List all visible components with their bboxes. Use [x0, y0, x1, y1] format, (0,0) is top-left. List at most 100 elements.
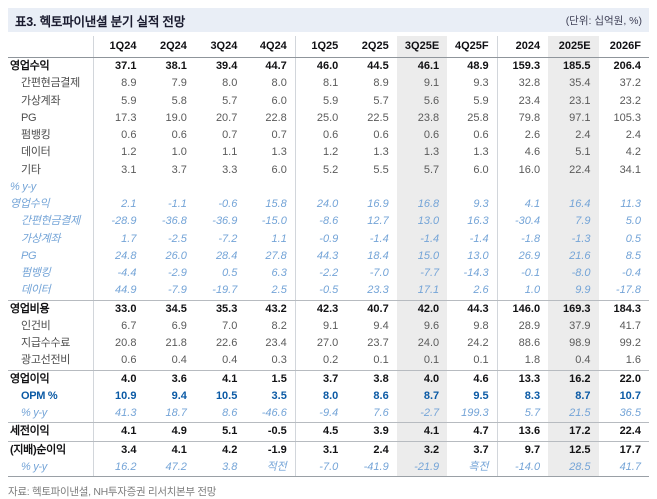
cell: -8.0 [548, 265, 599, 283]
column-header: 1Q24 [109, 40, 137, 52]
cell: 11.3 [620, 198, 641, 211]
cell: -36.8 [161, 215, 187, 228]
row-label: PG [8, 247, 94, 265]
cell: 5.0 [625, 215, 641, 228]
cell: 0.1 [447, 352, 498, 370]
cell: 37.9 [548, 317, 599, 335]
cell: 5.9 [121, 94, 137, 107]
cell: 0.4 [171, 354, 187, 367]
cell: 12.7 [367, 215, 389, 228]
table-row: 간편현금결제 -28.9 -36.8 -36.9 -15.0 -8.6 12.7 13.0 16… [8, 213, 649, 231]
cell: -0.9 [319, 232, 339, 245]
cell: 79.8 [518, 111, 541, 124]
row-label: 데이터 [8, 282, 94, 300]
row-label: % y-y [8, 178, 94, 196]
cell: 18.4 [367, 249, 389, 262]
cell: 2.6 [447, 282, 498, 300]
cell: 88.6 [518, 337, 541, 350]
cell: 44.5 [367, 60, 389, 73]
table-row: 데이터 1.2 1.0 1.1 1.3 1.2 1.3 1.3 1.3 4.6 5.1 4.2 [8, 144, 649, 162]
cell: 24.2 [447, 335, 498, 353]
row-label: 간편현금결제 [8, 75, 94, 93]
cell: 1.2 [322, 146, 339, 159]
cell: 3.3 [222, 163, 238, 176]
cell: 4.0 [121, 372, 137, 385]
cell: 1.3 [447, 144, 498, 162]
table-row: 영업수익 2.1 -1.1 -0.6 15.8 24.0 16.9 16.8 9.3 4.1 16.… [8, 196, 649, 214]
cell: 5.7 [524, 407, 541, 420]
cell: 16.4 [548, 196, 599, 214]
cell: -1.4 [396, 230, 448, 248]
cell: 40.7 [367, 302, 389, 315]
cell: 18.7 [165, 407, 187, 420]
cell: -2.2 [319, 267, 339, 280]
cell: -0.1 [521, 267, 541, 280]
cell: 8.7 [396, 387, 448, 405]
cell: 105.3 [613, 111, 641, 124]
cell: 4.1 [171, 443, 187, 456]
cell: 5.7 [396, 161, 448, 179]
cell: 9.3 [447, 75, 498, 93]
cell: -0.5 [245, 423, 296, 441]
cell: 38.1 [165, 60, 187, 73]
cell: -21.9 [396, 458, 448, 476]
cell: 5.1 [222, 425, 238, 438]
cell: 159.3 [512, 60, 541, 73]
cell: 41.7 [619, 319, 641, 332]
cell: 35.3 [215, 302, 238, 315]
cell: 99.2 [619, 337, 641, 350]
cell: 48.9 [447, 58, 498, 76]
cell: 9.1 [322, 319, 339, 332]
cell: -2.5 [167, 232, 187, 245]
row-label: 영업수익 [8, 196, 94, 214]
table-row: 영업비용 33.0 34.5 35.3 43.2 42.3 40.7 42.0 44.3 146.… [8, 299, 649, 318]
cell [195, 179, 245, 196]
cell [498, 179, 548, 196]
column-header: 2024 [515, 40, 541, 52]
cell: 2.4 [625, 129, 641, 142]
cell: 6.7 [121, 319, 137, 332]
cell: 8.9 [373, 77, 389, 90]
cell: 3.7 [447, 441, 498, 459]
table-row: OPM % 10.9 9.4 10.5 3.5 8.0 8.6 8.7 9.5 8.3 8.7 10.… [8, 387, 649, 405]
cell: 4.5 [322, 425, 339, 438]
cell: 8.1 [322, 77, 339, 90]
row-label: 가상계좌 [8, 230, 94, 248]
cell: 37.1 [115, 60, 137, 73]
cell: 185.5 [548, 58, 599, 76]
cell: 27.8 [245, 247, 296, 265]
cell: 0.7 [222, 129, 238, 142]
cell: 0.6 [121, 354, 137, 367]
cell: 23.3 [367, 284, 389, 297]
cell: -1.3 [548, 230, 599, 248]
cell: 0.2 [322, 354, 339, 367]
cell: 1.1 [245, 230, 296, 248]
cell: 1.1 [222, 146, 238, 159]
cell: 97.1 [548, 109, 599, 127]
cell: 1.0 [524, 284, 541, 297]
table-title-bar: 표3. 헥토파이낸셜 분기 실적 전망 (단위: 십억원, %) [8, 8, 649, 32]
cell: 4.1 [396, 423, 448, 441]
cell [245, 178, 296, 196]
cell: 42.3 [316, 302, 339, 315]
cell: 33.0 [115, 302, 137, 315]
cell: 2.6 [524, 129, 541, 142]
cell [346, 179, 396, 196]
row-label: 인건비 [8, 317, 94, 335]
cell: 0.6 [171, 129, 187, 142]
cell: 7.9 [171, 77, 187, 90]
row-label: 가상계좌 [8, 92, 94, 110]
cell: 1.6 [625, 354, 641, 367]
cell: 5.7 [222, 94, 238, 107]
cell: 23.7 [367, 337, 389, 350]
cell: 16.9 [367, 198, 389, 211]
cell: 2.5 [245, 282, 296, 300]
cell: 41.3 [115, 407, 137, 420]
cell: 9.1 [396, 75, 448, 93]
cell: 146.0 [512, 302, 541, 315]
cell: 36.5 [619, 407, 641, 420]
cell: 1.3 [396, 144, 448, 162]
cell: 17.1 [396, 282, 448, 300]
table-row: PG 17.3 19.0 20.7 22.8 25.0 22.5 23.8 25.8 79.8 97… [8, 109, 649, 127]
row-label: 간편현금결제 [8, 213, 94, 231]
